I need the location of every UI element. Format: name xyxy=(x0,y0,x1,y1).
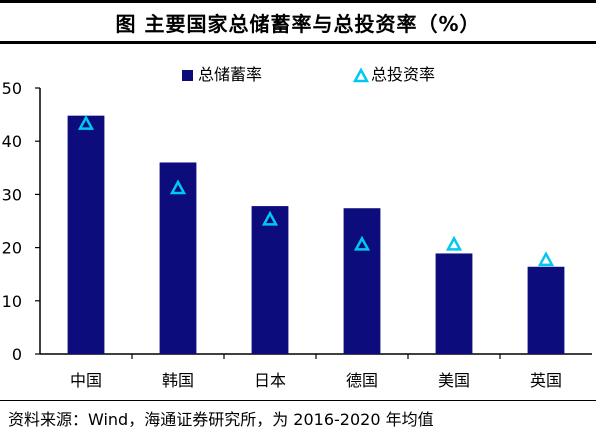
legend-swatch-investment xyxy=(352,67,370,83)
source-note-bar: 资料来源：Wind，海通证券研究所，为 2016-2020 年均值 xyxy=(0,400,596,435)
marker-2 xyxy=(261,210,279,226)
bar-3 xyxy=(343,208,381,354)
marker-4 xyxy=(445,235,463,251)
x-tick-label: 韩国 xyxy=(162,371,194,390)
legend: 总储蓄率 总投资率 xyxy=(182,65,435,84)
chart-title: 图 主要国家总储蓄率与总投资率（%） xyxy=(115,11,481,36)
marker-1 xyxy=(169,179,187,195)
y-tick-label: 40 xyxy=(2,132,22,151)
marker-3 xyxy=(353,235,371,251)
bar-5 xyxy=(527,266,565,354)
bar-2 xyxy=(251,206,289,354)
bar-1 xyxy=(159,162,197,354)
y-tick-label: 10 xyxy=(2,292,22,311)
marker-5 xyxy=(537,251,555,267)
x-tick-label: 美国 xyxy=(438,371,470,390)
x-tick-label: 英国 xyxy=(530,371,562,390)
y-tick-label: 0 xyxy=(12,345,22,364)
source-note: 资料来源：Wind，海通证券研究所，为 2016-2020 年均值 xyxy=(8,410,434,429)
legend-label-savings: 总储蓄率 xyxy=(198,65,262,84)
marker-series xyxy=(77,115,555,267)
x-axis-labels: 中国 韩国 日本 德国 美国 英国 xyxy=(70,371,562,390)
axes: 0 10 20 30 40 50 xyxy=(2,79,592,364)
x-tick-label: 德国 xyxy=(346,371,378,390)
bar-series xyxy=(67,115,565,354)
bar-0 xyxy=(67,115,105,354)
legend-swatch-savings xyxy=(182,70,193,81)
x-tick-label: 日本 xyxy=(254,371,286,390)
y-tick-label: 50 xyxy=(2,79,22,98)
y-tick-label: 20 xyxy=(2,239,22,258)
x-tick-label: 中国 xyxy=(70,371,102,390)
chart-title-bar: 图 主要国家总储蓄率与总投资率（%） xyxy=(0,0,596,44)
y-tick-label: 30 xyxy=(2,185,22,204)
legend-label-investment: 总投资率 xyxy=(371,65,435,84)
marker-0 xyxy=(77,115,95,130)
chart-canvas: 总储蓄率 总投资率 0 10 20 30 40 50 中国 韩国 日本 德国 美国 英国 xyxy=(2,65,592,390)
bar-4 xyxy=(435,253,473,354)
